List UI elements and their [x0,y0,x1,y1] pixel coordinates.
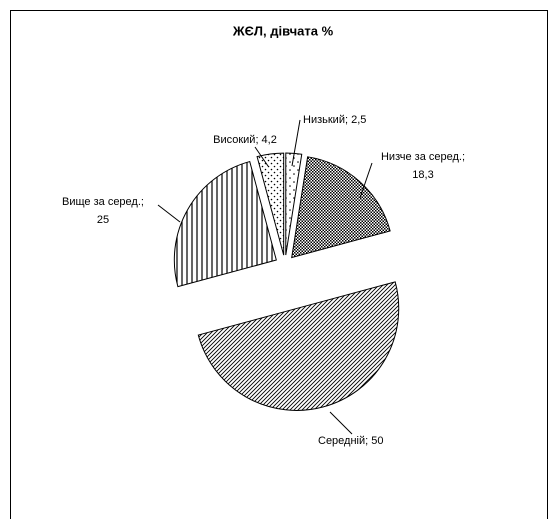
leader-line [359,162,373,199]
pie-slice [173,160,277,288]
label-line: Низче за серед.; [381,151,465,163]
data-label: Середній; 50 [318,435,383,447]
leader-line [157,204,181,223]
chart-frame [10,10,548,519]
label-line: 25 [97,214,109,226]
data-label: Високий; 4,2 [213,134,277,146]
pie-slice [256,152,285,256]
data-label: Вище за серед.; 25 [62,196,144,226]
label-line: 18,3 [412,169,433,181]
pie-slice [197,281,400,411]
data-label: Низький; 2,5 [303,114,366,126]
leader-line [291,119,301,167]
leader-line [254,146,269,167]
leader-line [329,411,353,435]
chart-title: ЖЄЛ, дівчата % [232,23,334,38]
data-label: Низче за серед.; 18,3 [381,151,465,181]
pie-slice [291,156,391,259]
label-line: Вище за серед.; [62,196,144,208]
